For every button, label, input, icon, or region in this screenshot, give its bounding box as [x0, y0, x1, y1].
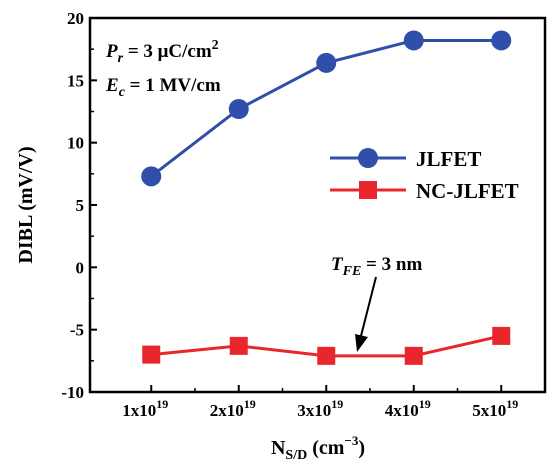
- annotation-arrowhead: [355, 334, 368, 352]
- y-tick-label: -10: [61, 383, 84, 402]
- series-layer: [141, 30, 512, 365]
- data-point-nc-jlfet: [229, 336, 248, 355]
- y-tick-label: -5: [70, 321, 84, 340]
- legend-marker-nc-jlfet: [359, 181, 377, 199]
- x-tick-label: 5x1019: [472, 397, 518, 420]
- y-axis-title: DIBL (mV/V): [15, 146, 37, 263]
- ticks-layer: -10 -5 0 5 10 15 20 1x1019 2x1019 3x1019 4x1019 5x1…: [61, 9, 518, 420]
- legend-marker-jlfet: [358, 148, 378, 168]
- x-tick-label: 2x1019: [210, 397, 256, 420]
- legend-label-nc-jlfet: NC-JLFET: [416, 179, 519, 203]
- annotation-arrow-line: [360, 276, 377, 337]
- y-tick-label: 5: [76, 196, 85, 215]
- legend-label-jlfet: JLFET: [416, 147, 481, 171]
- annotation-pr: Pr = 3 μC/cm2: [105, 38, 219, 66]
- x-tick-label: 3x1019: [297, 397, 343, 420]
- data-point-nc-jlfet: [142, 345, 161, 364]
- data-point-nc-jlfet: [492, 326, 511, 345]
- data-point-jlfet: [403, 30, 424, 51]
- x-tick-label: 1x1019: [122, 397, 168, 420]
- data-point-jlfet: [228, 99, 249, 120]
- y-tick-label: 20: [67, 9, 84, 28]
- y-tick-label: 10: [67, 134, 84, 153]
- x-axis-title: NS/D (cm−3): [271, 433, 365, 463]
- data-point-jlfet: [316, 52, 337, 73]
- data-point-jlfet: [141, 166, 162, 187]
- annotation-ec: Ec = 1 MV/cm: [105, 75, 221, 100]
- y-tick-label: 0: [76, 258, 85, 277]
- y-tick-label: 15: [67, 71, 84, 90]
- x-tick-label: 4x1019: [385, 397, 431, 420]
- data-point-nc-jlfet: [404, 346, 423, 365]
- legend: JLFET NC-JLFET: [330, 147, 519, 203]
- data-point-nc-jlfet: [317, 346, 336, 365]
- data-point-jlfet: [491, 30, 512, 51]
- annotation-tfe: TFE = 3 nm: [331, 254, 422, 279]
